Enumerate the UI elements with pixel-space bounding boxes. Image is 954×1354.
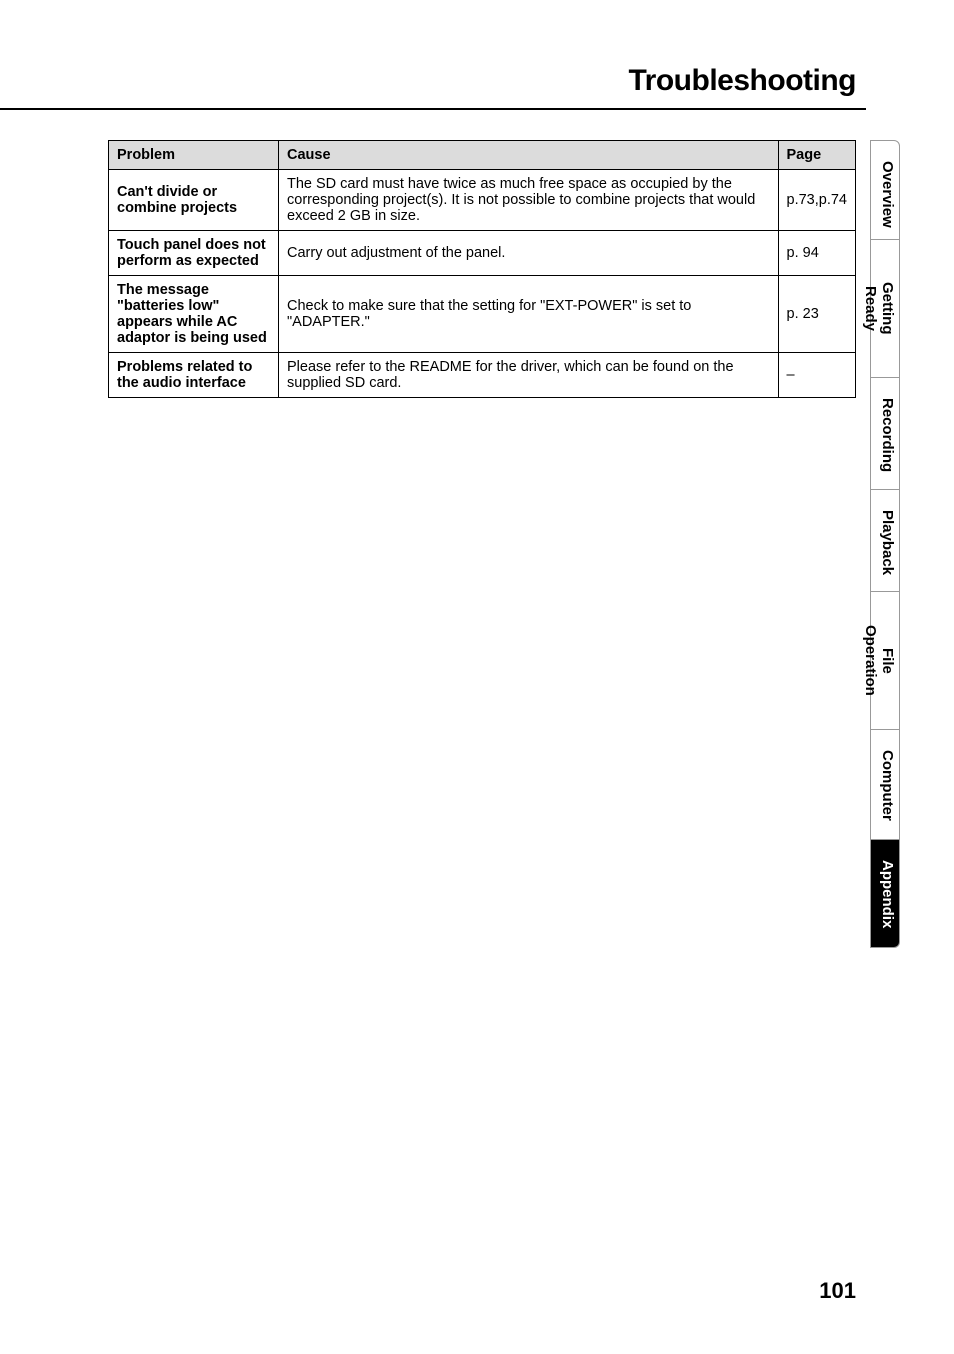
cell-page: p. 23 [778,276,855,353]
col-header-cause: Cause [279,141,779,170]
tab-getting-ready[interactable]: Getting Ready [870,240,900,378]
cell-problem: The message "batteries low" appears whil… [109,276,279,353]
cell-problem: Touch panel does not perform as expected [109,231,279,276]
table-row: Problems related to the audio interface … [109,353,856,398]
page-number: 101 [819,1278,856,1304]
cell-page: – [778,353,855,398]
tab-appendix[interactable]: Appendix [870,840,900,948]
tab-computer[interactable]: Computer [870,730,900,840]
divider-top [0,108,866,110]
tab-overview[interactable]: Overview [870,140,900,240]
page-title: Troubleshooting [629,64,856,98]
col-header-problem: Problem [109,141,279,170]
table-row: Touch panel does not perform as expected… [109,231,856,276]
tab-file-operation[interactable]: File Operation [870,592,900,730]
cell-page: p.73,p.74 [778,170,855,231]
table-row: Can't divide or combine projects The SD … [109,170,856,231]
tab-playback[interactable]: Playback [870,490,900,592]
table-header-row: Problem Cause Page [109,141,856,170]
cell-cause: The SD card must have twice as much free… [279,170,779,231]
cell-problem: Can't divide or combine projects [109,170,279,231]
side-tabs: Overview Getting Ready Recording Playbac… [870,140,900,948]
cell-cause: Carry out adjustment of the panel. [279,231,779,276]
troubleshooting-table-wrap: Problem Cause Page Can't divide or combi… [108,140,856,398]
col-header-page: Page [778,141,855,170]
troubleshooting-table: Problem Cause Page Can't divide or combi… [108,140,856,398]
tab-recording[interactable]: Recording [870,378,900,490]
table-row: The message "batteries low" appears whil… [109,276,856,353]
cell-page: p. 94 [778,231,855,276]
cell-cause: Check to make sure that the setting for … [279,276,779,353]
cell-cause: Please refer to the README for the drive… [279,353,779,398]
cell-problem: Problems related to the audio interface [109,353,279,398]
